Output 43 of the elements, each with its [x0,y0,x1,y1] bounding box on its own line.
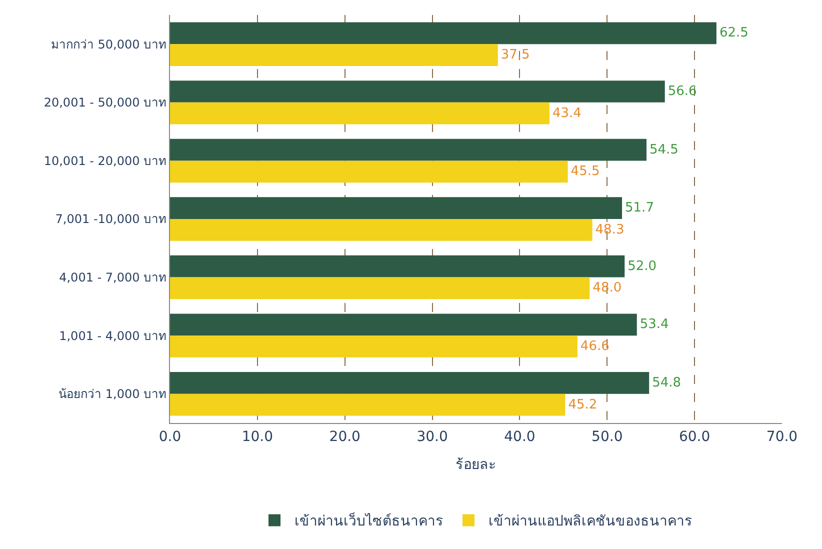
bar [170,336,578,358]
data-label: 53.4 [640,317,669,332]
legend-label: เข้าผ่านแอปพลิเคชันของธนาคาร [488,514,692,530]
bar [170,255,625,278]
bar [170,394,566,416]
y-tick-label: น้อยกว่า 1,000 บาท [58,387,167,402]
y-tick-label: 20,001 - 50,000 บาท [44,96,167,110]
bar [170,372,650,394]
bar [170,219,592,241]
x-tick-label: 60.0 [678,428,710,445]
data-label: 51.7 [625,200,654,216]
x-tick-label: 20.0 [329,428,360,445]
x-tick-label: 50.0 [592,428,623,445]
bar [170,80,665,102]
x-tick-label: 0.0 [158,428,182,445]
x-tick-label: 30.0 [416,428,448,445]
data-label: 45.2 [568,397,598,412]
bar [170,277,590,300]
bar [170,102,550,124]
x-tick-label: 70.0 [766,428,798,445]
legend-label: เข้าผ่านเว็บไซต์ธนาคาร [294,512,444,530]
y-tick-label: 7,001 -10,000 บาท [55,212,167,226]
bar [170,138,646,161]
data-label: 45.5 [570,164,600,180]
data-label: 43.4 [552,106,582,121]
data-label: 46.6 [580,339,610,354]
y-tick-label: มากกว่า 50,000 บาท [50,37,167,52]
bar [170,197,622,219]
data-label: 54.5 [649,142,678,158]
data-label: 48.3 [595,222,624,238]
y-tick-label: 10,001 - 20,000 บาท [44,154,167,168]
bar [170,314,637,336]
data-label: 52.0 [628,258,657,274]
data-label: 54.8 [652,375,682,390]
bar [170,44,498,66]
data-label: 62.5 [719,26,748,41]
x-tick-label: 40.0 [504,428,536,445]
bar [170,22,716,44]
x-tick-label: 10.0 [242,428,274,445]
y-tick-label: 4,001 - 7,000 บาท [59,270,167,284]
y-tick-label: 1,001 - 4,000 บาท [59,328,167,343]
bar [170,160,568,183]
x-axis-title: ร้อยละ [456,457,496,474]
